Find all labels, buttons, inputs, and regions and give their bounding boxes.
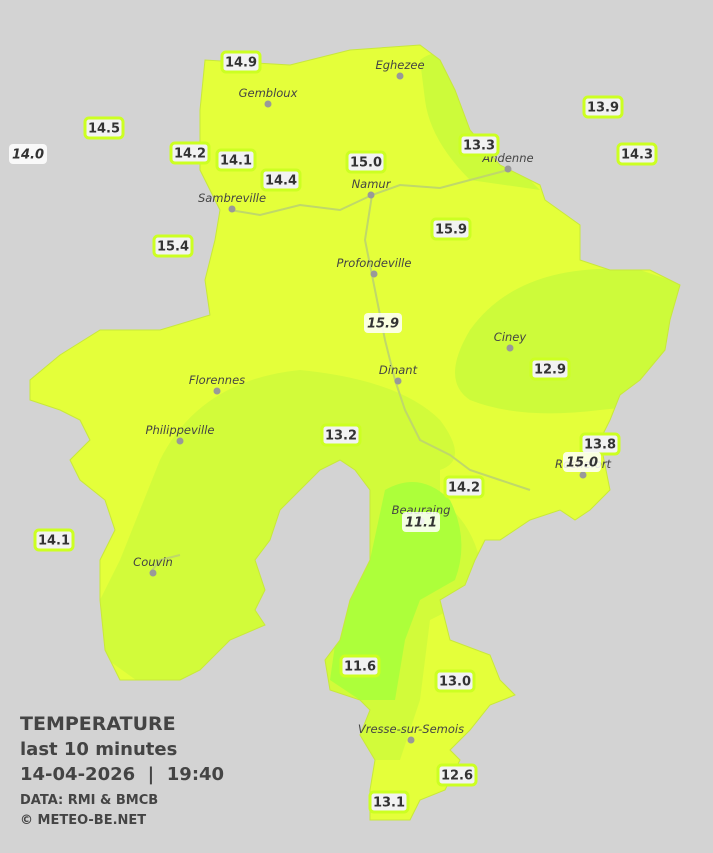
station-box: [436, 763, 478, 787]
station-reading: 13.9: [587, 101, 619, 116]
city-dot: [149, 569, 157, 577]
station-box: [616, 142, 658, 166]
city-label: Ciney: [494, 330, 527, 344]
station-reading: 12.6: [441, 769, 473, 784]
station-box: [9, 144, 47, 164]
station-box: [458, 133, 500, 157]
station-box: [430, 217, 472, 241]
city-dot: [176, 437, 184, 445]
city-dot: [213, 387, 221, 395]
city-dot: [396, 72, 404, 80]
station-reading: 13.3: [463, 139, 495, 154]
station-box: [563, 452, 601, 472]
legend-source: DATA: RMI & BMCB: [20, 793, 158, 808]
station-box: [220, 50, 262, 74]
legend-subtitle: last 10 minutes: [20, 739, 177, 760]
station-box: [443, 475, 485, 499]
city-label: Profondeville: [337, 256, 412, 270]
station-box: [402, 512, 440, 532]
station-box: [83, 116, 125, 140]
station-box: [339, 654, 381, 678]
legend-title: TEMPERATURE: [20, 713, 176, 735]
station-reading: 11.1: [405, 516, 437, 531]
station-reading: 13.8: [584, 438, 616, 453]
city-dot: [370, 270, 378, 278]
station-box: [434, 669, 476, 693]
city-label: Philippeville: [146, 423, 215, 437]
station-box: [368, 790, 410, 814]
station-reading: 14.0: [12, 148, 44, 163]
city-label: Sambreville: [198, 191, 266, 205]
city-label: Namur: [352, 177, 392, 191]
station-reading: 14.3: [621, 148, 653, 163]
city-dot: [504, 165, 512, 173]
station-box: [582, 95, 624, 119]
city-label: Vresse-sur-Semois: [358, 722, 464, 736]
station-reading: 15.9: [367, 317, 399, 332]
city-dot: [579, 471, 587, 479]
station-box: [260, 168, 302, 192]
legend-timestamp: 14-04-2026 | 19:40: [20, 764, 224, 785]
station-reading: 15.0: [566, 456, 598, 471]
station-box: [320, 423, 362, 447]
station-reading: 14.9: [225, 56, 257, 71]
station-reading: 15.9: [435, 223, 467, 238]
city-dot: [367, 191, 375, 199]
city-label: Florennes: [189, 373, 245, 387]
city-label: Gembloux: [239, 86, 298, 100]
station-box: [215, 148, 257, 172]
station-reading: 13.0: [439, 675, 471, 690]
station-box: [529, 357, 571, 381]
legend-copyright: © METEO-BE.NET: [20, 813, 146, 828]
station-reading: 15.4: [157, 240, 189, 255]
city-label: Dinant: [379, 363, 418, 377]
station-reading: 14.2: [174, 147, 206, 162]
station-box: [33, 528, 75, 552]
city-dot: [264, 100, 272, 108]
station-box: [364, 313, 402, 333]
station-box: [345, 150, 387, 174]
station-reading: 14.2: [448, 481, 480, 496]
station-reading: 15.0: [350, 156, 382, 171]
station-reading: 12.9: [534, 363, 566, 378]
station-reading: 14.4: [265, 174, 297, 189]
station-reading: 14.1: [220, 154, 252, 169]
city-label: Couvin: [133, 555, 173, 569]
city-dot: [228, 205, 236, 213]
station-reading: 14.1: [38, 534, 70, 549]
city-dot: [506, 344, 514, 352]
station-box: [152, 234, 194, 258]
station-reading: 13.1: [373, 796, 405, 811]
city-dot: [394, 377, 402, 385]
station-reading: 14.5: [88, 122, 120, 137]
stations: 14.9 14.5 14.0 14.2 14.1 14.4 15.0 13.3 13.9 14.3…: [9, 50, 658, 814]
station-reading: 13.2: [325, 429, 357, 444]
station-box: [169, 141, 211, 165]
city-label: Eghezee: [375, 58, 424, 72]
station-reading: 11.6: [344, 660, 376, 675]
city-dot: [407, 736, 415, 744]
